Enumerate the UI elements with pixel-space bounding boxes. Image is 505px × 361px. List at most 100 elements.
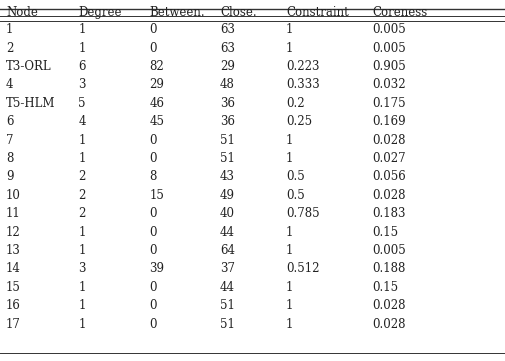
Text: 1: 1 [78, 23, 86, 36]
Text: 63: 63 [220, 42, 235, 55]
Text: 1: 1 [285, 281, 293, 294]
Text: 0: 0 [149, 207, 157, 220]
Text: 0.15: 0.15 [371, 226, 397, 239]
Text: 64: 64 [220, 244, 235, 257]
Text: 14: 14 [6, 262, 21, 275]
Text: 0.032: 0.032 [371, 78, 405, 91]
Text: 39: 39 [149, 262, 164, 275]
Text: 1: 1 [285, 42, 293, 55]
Text: 0.223: 0.223 [285, 60, 319, 73]
Text: 0: 0 [149, 299, 157, 312]
Text: 40: 40 [220, 207, 235, 220]
Text: 29: 29 [149, 78, 164, 91]
Text: 0: 0 [149, 244, 157, 257]
Text: 1: 1 [285, 244, 293, 257]
Text: 15: 15 [6, 281, 21, 294]
Text: 29: 29 [220, 60, 234, 73]
Text: 1: 1 [285, 134, 293, 147]
Text: 7: 7 [6, 134, 14, 147]
Text: 2: 2 [78, 189, 86, 202]
Text: 0.175: 0.175 [371, 97, 405, 110]
Text: 8: 8 [149, 170, 157, 183]
Text: 1: 1 [78, 318, 86, 331]
Text: 2: 2 [78, 207, 86, 220]
Text: Node: Node [6, 6, 38, 19]
Text: 12: 12 [6, 226, 21, 239]
Text: 0: 0 [149, 281, 157, 294]
Text: 51: 51 [220, 134, 234, 147]
Text: 36: 36 [220, 97, 235, 110]
Text: 0: 0 [149, 152, 157, 165]
Text: 6: 6 [6, 115, 14, 128]
Text: 0.028: 0.028 [371, 299, 405, 312]
Text: 1: 1 [78, 152, 86, 165]
Text: 1: 1 [285, 299, 293, 312]
Text: 51: 51 [220, 318, 234, 331]
Text: Close.: Close. [220, 6, 256, 19]
Text: 1: 1 [78, 244, 86, 257]
Text: 1: 1 [78, 134, 86, 147]
Text: Coreness: Coreness [371, 6, 426, 19]
Text: 45: 45 [149, 115, 164, 128]
Text: 44: 44 [220, 281, 235, 294]
Text: 0.5: 0.5 [285, 170, 304, 183]
Text: 0.188: 0.188 [371, 262, 405, 275]
Text: 0.5: 0.5 [285, 189, 304, 202]
Text: 49: 49 [220, 189, 235, 202]
Text: 0.512: 0.512 [285, 262, 319, 275]
Text: 17: 17 [6, 318, 21, 331]
Text: 6: 6 [78, 60, 86, 73]
Text: 10: 10 [6, 189, 21, 202]
Text: 82: 82 [149, 60, 164, 73]
Text: 43: 43 [220, 170, 235, 183]
Text: 0.005: 0.005 [371, 244, 405, 257]
Text: 0.028: 0.028 [371, 318, 405, 331]
Text: 37: 37 [220, 262, 235, 275]
Text: 4: 4 [6, 78, 14, 91]
Text: Constraint: Constraint [285, 6, 348, 19]
Text: 0.005: 0.005 [371, 42, 405, 55]
Text: 0.056: 0.056 [371, 170, 405, 183]
Text: 44: 44 [220, 226, 235, 239]
Text: Degree: Degree [78, 6, 122, 19]
Text: 16: 16 [6, 299, 21, 312]
Text: 0.027: 0.027 [371, 152, 405, 165]
Text: 51: 51 [220, 299, 234, 312]
Text: 0: 0 [149, 318, 157, 331]
Text: 46: 46 [149, 97, 164, 110]
Text: 51: 51 [220, 152, 234, 165]
Text: 1: 1 [78, 42, 86, 55]
Text: 0.333: 0.333 [285, 78, 319, 91]
Text: 3: 3 [78, 78, 86, 91]
Text: 2: 2 [6, 42, 14, 55]
Text: 0.183: 0.183 [371, 207, 405, 220]
Text: 0.005: 0.005 [371, 23, 405, 36]
Text: 1: 1 [285, 152, 293, 165]
Text: 1: 1 [78, 281, 86, 294]
Text: 3: 3 [78, 262, 86, 275]
Text: 0: 0 [149, 23, 157, 36]
Text: 0.2: 0.2 [285, 97, 304, 110]
Text: 0.785: 0.785 [285, 207, 319, 220]
Text: 15: 15 [149, 189, 164, 202]
Text: 13: 13 [6, 244, 21, 257]
Text: 0.15: 0.15 [371, 281, 397, 294]
Text: 1: 1 [6, 23, 14, 36]
Text: 2: 2 [78, 170, 86, 183]
Text: 1: 1 [285, 23, 293, 36]
Text: 0: 0 [149, 42, 157, 55]
Text: 0: 0 [149, 226, 157, 239]
Text: 0.028: 0.028 [371, 189, 405, 202]
Text: 0.25: 0.25 [285, 115, 312, 128]
Text: 0: 0 [149, 134, 157, 147]
Text: 1: 1 [285, 318, 293, 331]
Text: 5: 5 [78, 97, 86, 110]
Text: 1: 1 [78, 226, 86, 239]
Text: 0.905: 0.905 [371, 60, 405, 73]
Text: 63: 63 [220, 23, 235, 36]
Text: 8: 8 [6, 152, 14, 165]
Text: 48: 48 [220, 78, 234, 91]
Text: 0.028: 0.028 [371, 134, 405, 147]
Text: T3-ORL: T3-ORL [6, 60, 52, 73]
Text: 1: 1 [285, 226, 293, 239]
